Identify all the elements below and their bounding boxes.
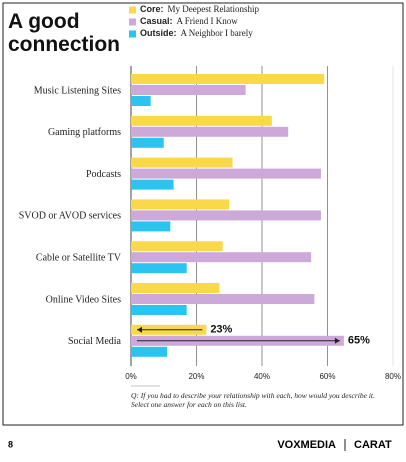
bar [131, 74, 325, 84]
bar [131, 294, 315, 304]
legend-label: Core: My Deepest Relationship [140, 4, 260, 14]
x-tick-label: 40% [254, 372, 270, 381]
legend-desc: A Friend I Know [177, 16, 239, 26]
y-tick-label: Social Media [68, 336, 122, 347]
note-line: Q: If you had to describe your relations… [131, 391, 375, 400]
x-tick-label: 20% [188, 372, 204, 381]
arrow-head [137, 326, 142, 333]
y-tick-label: Music Listening Sites [34, 85, 121, 96]
bar [131, 210, 321, 221]
bar [131, 115, 272, 126]
legend-desc: My Deepest Relationship [168, 4, 260, 14]
y-tick-label: Podcasts [86, 169, 121, 180]
arrow-head [334, 337, 340, 344]
frame [2, 2, 404, 426]
value-label: 23% [210, 324, 232, 336]
bar [131, 241, 223, 252]
chart-title: A good connection [8, 10, 120, 56]
legend-desc: A Neighbor I barely [181, 28, 254, 38]
y-tick-label: Online Video Sites [46, 294, 121, 305]
legend-swatch [129, 18, 136, 26]
value-label: 65% [348, 335, 370, 347]
brand: VOXMEDIA [277, 439, 336, 451]
bar [131, 168, 321, 179]
title-line: A good [8, 10, 80, 33]
bar [131, 346, 168, 357]
title-line: connection [8, 33, 120, 56]
legend-name: Core: [140, 4, 164, 14]
brand: CARAT [354, 439, 392, 451]
legend-name: Casual: [140, 16, 173, 26]
bar [131, 137, 164, 148]
x-tick-label: 0% [125, 372, 137, 381]
legend-label: Casual: A Friend I Know [140, 16, 238, 26]
bar [131, 221, 171, 232]
y-tick-label: SVOD or AVOD services [19, 211, 121, 222]
bar [131, 305, 187, 315]
bar [131, 283, 220, 293]
y-tick-label: Cable or Satellite TV [36, 252, 122, 263]
bar [131, 96, 151, 106]
note: Q: If you had to describe your relations… [131, 391, 375, 409]
bar [131, 199, 230, 210]
x-tick-label: 60% [319, 372, 335, 381]
x-tick-label: 80% [385, 372, 401, 381]
legend-name: Outside: [140, 28, 177, 38]
page-number: 8 [8, 439, 13, 449]
bar [131, 126, 289, 137]
legend-label: Outside: A Neighbor I barely [140, 28, 253, 38]
bar [131, 263, 187, 274]
legend-swatch [129, 30, 136, 38]
bar [131, 85, 246, 95]
bar [131, 179, 174, 190]
bar [131, 157, 233, 168]
note-line: Select one answer for each on this list. [131, 400, 247, 409]
y-tick-label: Gaming platforms [48, 127, 121, 138]
bar [131, 252, 312, 263]
legend-swatch [129, 6, 136, 14]
